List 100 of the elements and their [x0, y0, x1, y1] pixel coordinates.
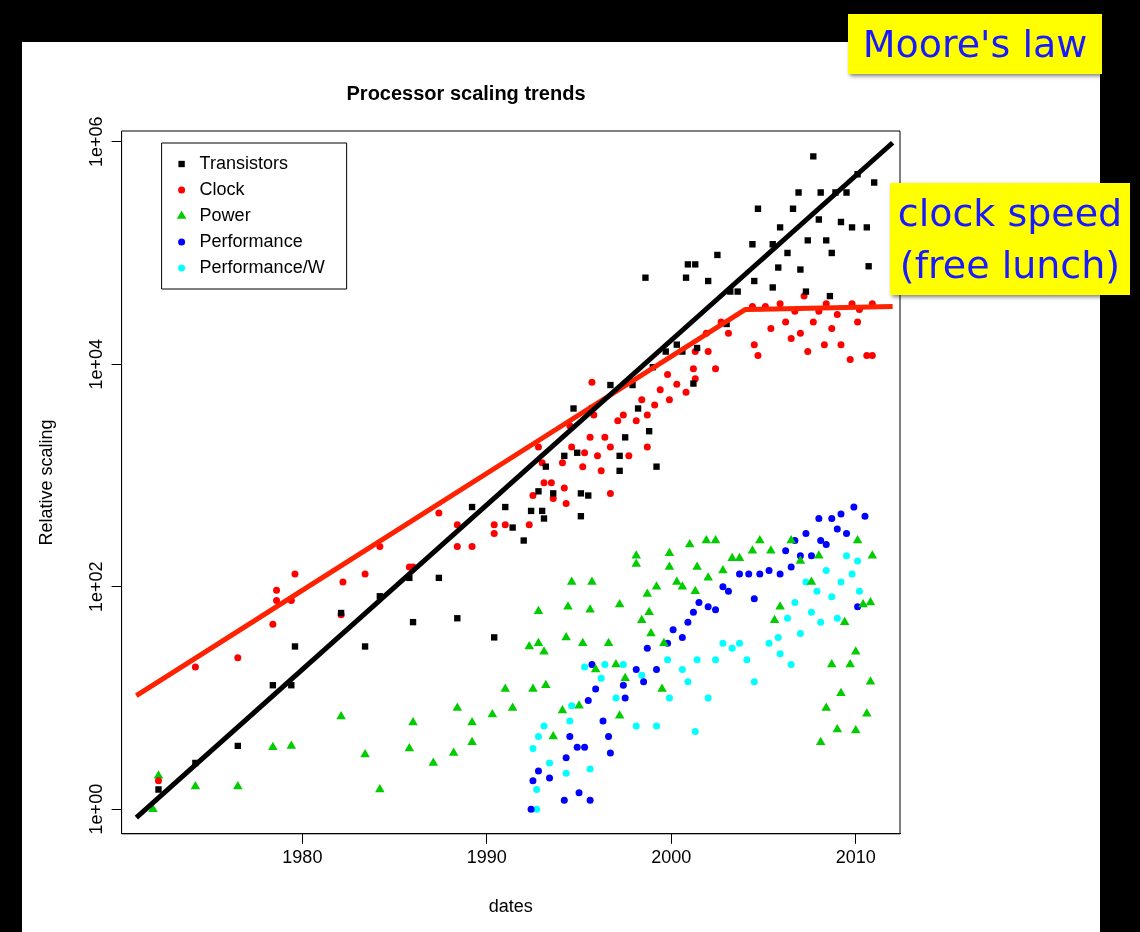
point — [719, 583, 727, 591]
point — [854, 557, 862, 565]
point — [665, 694, 673, 702]
point — [813, 587, 821, 595]
point — [745, 570, 753, 578]
point — [724, 587, 732, 595]
point — [822, 566, 830, 574]
point — [575, 789, 583, 797]
legend-label: Power — [199, 204, 251, 225]
point — [765, 639, 773, 647]
point — [586, 796, 594, 804]
point — [783, 614, 791, 622]
point — [653, 666, 661, 674]
point — [588, 660, 596, 668]
point — [684, 678, 692, 686]
point — [640, 678, 648, 686]
point — [691, 727, 699, 735]
point — [606, 749, 614, 757]
x-axis-title: dates — [488, 896, 533, 917]
point — [776, 570, 784, 578]
point — [562, 754, 570, 762]
point — [621, 694, 629, 702]
point — [568, 702, 576, 710]
point — [619, 681, 627, 689]
point — [546, 759, 554, 767]
point — [592, 685, 600, 693]
point — [791, 599, 799, 607]
point — [796, 629, 804, 637]
point — [765, 566, 773, 574]
point — [787, 563, 795, 571]
x-tick-label: 2010 — [835, 846, 876, 867]
annotation: clock speed (free lunch) — [890, 183, 1130, 295]
point — [566, 717, 574, 725]
point — [566, 732, 574, 740]
point — [684, 618, 692, 626]
y-tick-label: 1e+04 — [85, 338, 106, 390]
point — [750, 678, 758, 686]
point — [861, 512, 869, 520]
point — [689, 608, 697, 616]
point — [601, 660, 609, 668]
point — [843, 530, 851, 538]
x-tick-label: 1990 — [466, 846, 507, 867]
point — [848, 570, 856, 578]
x-tick-label: 2000 — [651, 846, 692, 867]
point — [605, 732, 613, 740]
point — [837, 510, 845, 518]
point — [643, 644, 651, 652]
point — [597, 674, 605, 682]
point — [822, 540, 830, 548]
point — [855, 587, 863, 595]
point — [632, 666, 640, 674]
point — [560, 796, 568, 804]
point — [807, 608, 815, 616]
point — [750, 595, 758, 603]
point — [586, 765, 594, 773]
point — [693, 656, 701, 664]
point — [527, 805, 535, 813]
point — [619, 660, 627, 668]
point — [736, 570, 744, 578]
point — [534, 732, 542, 740]
point — [807, 552, 815, 560]
point — [584, 696, 592, 704]
point — [719, 639, 727, 647]
point — [678, 666, 686, 674]
point — [540, 722, 548, 730]
point — [712, 656, 720, 664]
point — [533, 786, 541, 794]
point — [664, 656, 672, 664]
point — [817, 618, 825, 626]
point — [833, 525, 841, 533]
point — [529, 777, 537, 785]
point — [712, 606, 720, 614]
point — [581, 743, 589, 751]
point — [581, 663, 589, 671]
legend-label: Performance/W — [199, 256, 325, 277]
point — [817, 537, 825, 545]
point — [653, 722, 661, 730]
point — [815, 515, 823, 523]
point — [837, 578, 845, 586]
point — [756, 570, 764, 578]
point — [632, 722, 640, 730]
point — [562, 769, 570, 777]
chart-title: Processor scaling trends — [346, 81, 586, 104]
point — [802, 530, 810, 538]
point — [704, 603, 712, 611]
point — [704, 694, 712, 702]
point — [534, 767, 542, 775]
point — [774, 633, 782, 641]
point — [638, 671, 646, 679]
point — [546, 774, 554, 782]
legend-label: Clock — [199, 178, 246, 199]
text: Moore's law — [848, 14, 1102, 74]
point — [678, 633, 686, 641]
x-tick-label: 1980 — [282, 846, 323, 867]
point — [743, 656, 751, 664]
y-tick-label: 1e+06 — [85, 116, 106, 168]
point — [599, 717, 607, 725]
point — [669, 626, 677, 634]
point — [612, 694, 620, 702]
point — [573, 743, 581, 751]
